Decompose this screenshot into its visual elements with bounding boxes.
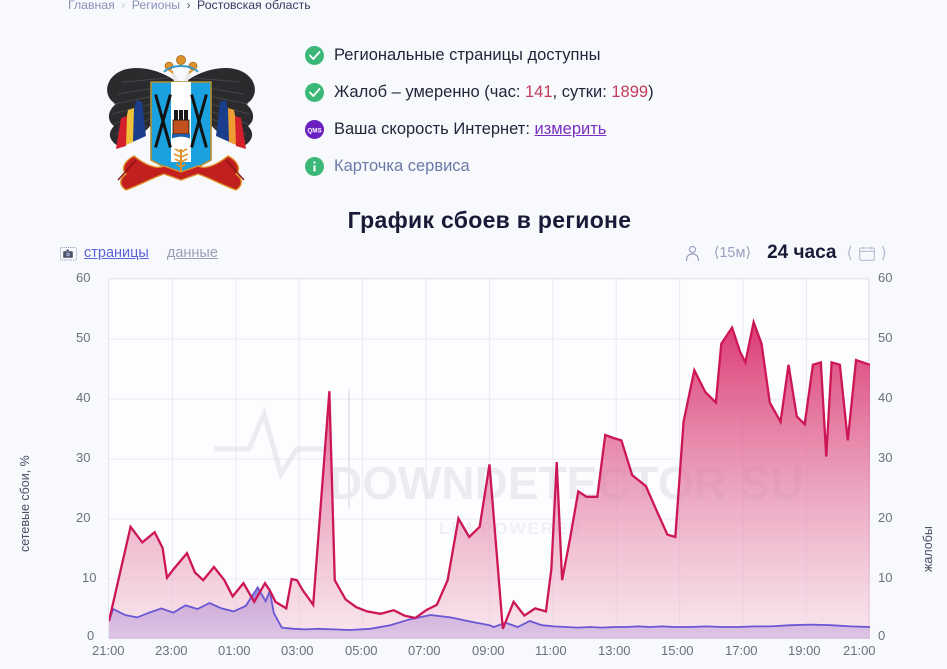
svg-text:QMS: QMS [307, 127, 321, 134]
